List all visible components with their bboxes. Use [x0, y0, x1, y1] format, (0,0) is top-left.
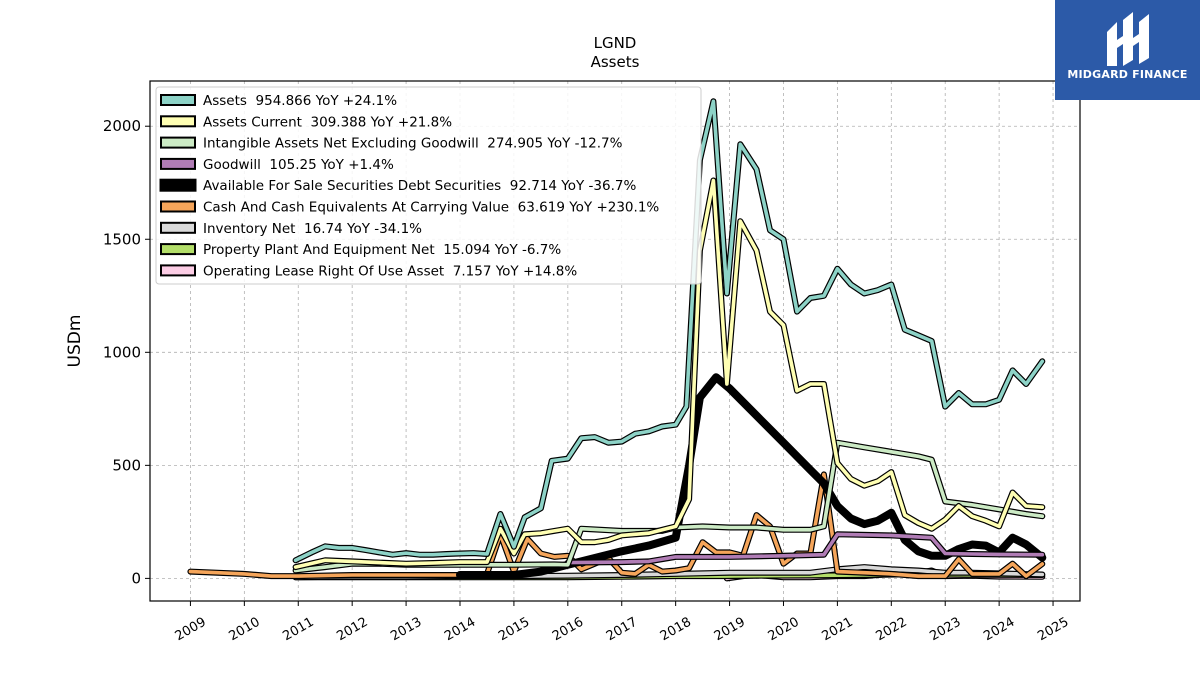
x-tick-label: 2020: [766, 615, 802, 645]
x-tick-label: 2024: [981, 615, 1017, 645]
x-tick-label: 2013: [388, 615, 424, 645]
x-tick-label: 2016: [550, 615, 586, 645]
chart-title: LGND: [594, 34, 637, 52]
legend-swatch: [160, 243, 196, 256]
x-tick-label: 2023: [927, 615, 963, 645]
legend-label: Available For Sale Securities Debt Secur…: [203, 178, 636, 194]
legend-label: Assets 954.866 YoY +24.1%: [203, 93, 397, 109]
series-2: [292, 177, 1046, 571]
legend-swatch: [160, 221, 196, 234]
legend-swatch: [160, 200, 196, 213]
legend-swatch: [160, 157, 196, 170]
legend-label: Cash And Cash Equivalents At Carrying Va…: [203, 200, 659, 216]
legend-label: Inventory Net 16.74 YoY -34.1%: [203, 221, 422, 237]
x-tick-label: 2017: [604, 615, 640, 645]
series-lines: [187, 98, 1047, 582]
legend-swatch: [159, 178, 197, 192]
x-tick-label: 2018: [658, 615, 694, 645]
x-tick-label: 2019: [712, 615, 748, 645]
logo-mark-icon: [1107, 12, 1149, 66]
legend-label: Operating Lease Right Of Use Asset 7.157…: [203, 263, 577, 279]
legend: Assets 954.866 YoY +24.1% Assets Current …: [155, 86, 702, 285]
series-4: [564, 531, 1046, 566]
logo-text: MIDGARD FINANCE: [1067, 68, 1188, 81]
x-tick-label: 2011: [280, 615, 316, 645]
y-axis-label: USDm: [65, 315, 85, 368]
legend-label: Property Plant And Equipment Net 15.094 …: [203, 242, 561, 258]
legend-swatch: [160, 136, 196, 149]
x-tick-label: 2021: [820, 615, 856, 645]
series-line: [293, 178, 1045, 569]
x-tick-label: 2010: [227, 615, 263, 645]
chart-subtitle: Assets: [591, 53, 640, 71]
x-tick-label: 2012: [334, 615, 370, 645]
brand-logo: MIDGARD FINANCE: [1055, 0, 1200, 100]
legend-label: Assets Current 309.388 YoY +21.8%: [203, 114, 452, 130]
y-tick-label: 2000: [103, 117, 141, 135]
series-line: [565, 532, 1045, 565]
series-1: [292, 98, 1046, 564]
legend-swatch: [160, 94, 196, 106]
x-tick-label: 2009: [173, 615, 209, 645]
legend-label: Goodwill 105.25 YoY +1.4%: [203, 157, 394, 173]
legend-box: [155, 86, 702, 285]
y-tick-label: 1500: [103, 230, 141, 248]
x-tick-label: 2015: [496, 615, 532, 645]
y-tick-label: 500: [112, 456, 141, 474]
series-line: [293, 99, 1045, 563]
y-tick-label: 0: [131, 569, 141, 587]
x-tick-label: 2025: [1035, 615, 1071, 645]
legend-swatch: [160, 264, 196, 277]
x-tick-label: 2014: [442, 615, 478, 645]
x-tick-label: 2022: [873, 615, 909, 645]
plot-frame: [149, 80, 1081, 602]
legend-swatch: [160, 115, 196, 128]
y-tick-label: 1000: [103, 343, 141, 361]
legend-label: Intangible Assets Net Excluding Goodwill…: [203, 136, 623, 152]
